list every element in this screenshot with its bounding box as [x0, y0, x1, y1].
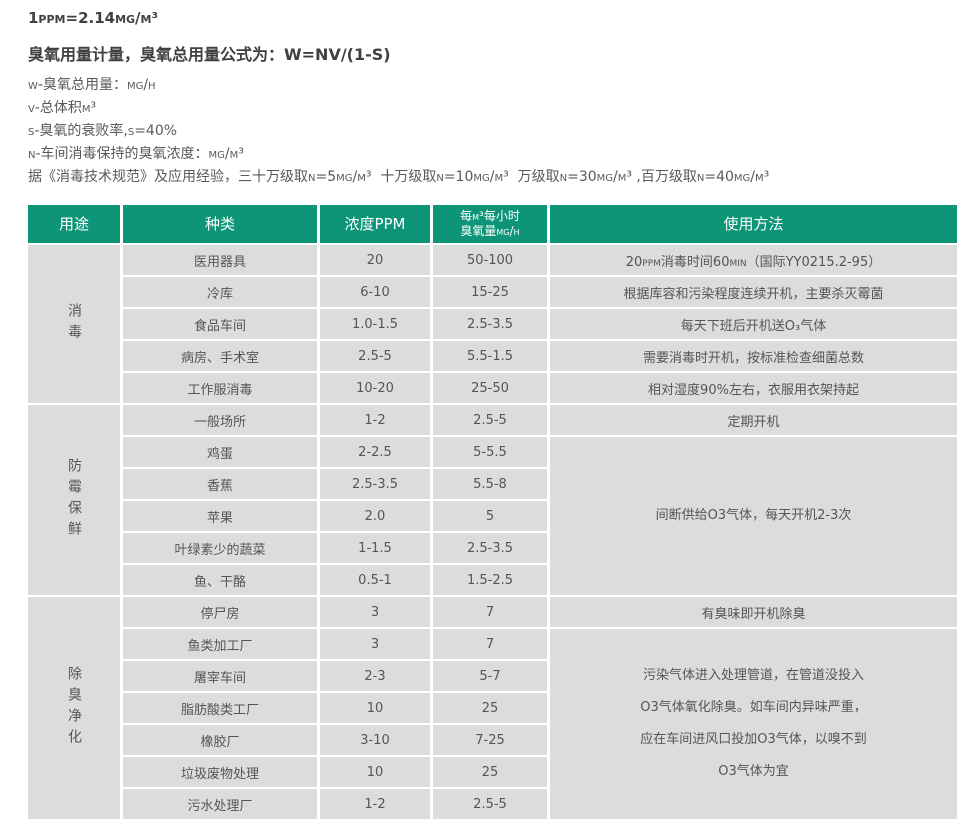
- kind-cell: 苹果: [123, 501, 317, 531]
- ppm-cell: 6-10: [320, 277, 430, 307]
- definition-standards: 据《消毒技术规范》及应用经验，三十万级取n=5mg/m³ 十万级取n=10mg/…: [28, 169, 770, 185]
- ppm-cell: 1-2: [320, 789, 430, 819]
- kind-cell: 屠宰车间: [123, 661, 317, 691]
- category-cell: 除臭净化: [28, 597, 120, 819]
- ozone-cell: 5-5.5: [433, 437, 547, 467]
- definition-s: s-臭氧的衰败率,s=40%: [28, 123, 178, 139]
- kind-cell: 停尸房: [123, 597, 317, 627]
- usage-line: 污染气体进入处理管道，在管道没投入: [642, 668, 864, 683]
- ppm-cell: 10: [320, 757, 430, 787]
- kind-cell: 医用器具: [123, 245, 317, 275]
- ppm-cell: 1-2: [320, 405, 430, 435]
- definition-n: n-车间消毒保持的臭氧浓度：mg/m³: [28, 146, 244, 162]
- usage-cell-merged: 间断供给O3气体，每天开机2-3次: [550, 437, 957, 595]
- ozone-cell: 7: [433, 597, 547, 627]
- ozone-cell: 2.5-5: [433, 405, 547, 435]
- ppm-cell: 2.5-3.5: [320, 469, 430, 499]
- ozone-cell: 15-25: [433, 277, 547, 307]
- definition-v: v-总体积m³: [28, 100, 97, 116]
- ppm-cell: 2-3: [320, 661, 430, 691]
- kind-cell: 鱼、干酪: [123, 565, 317, 595]
- ozone-cell: 25: [433, 757, 547, 787]
- ppm-cell: 3: [320, 597, 430, 627]
- ozone-cell: 5: [433, 501, 547, 531]
- kind-cell: 工作服消毒: [123, 373, 317, 403]
- ozone-cell: 50-100: [433, 245, 547, 275]
- kind-cell: 病房、手术室: [123, 341, 317, 371]
- usage-line: 间断供给O3气体，每天开机2-3次: [655, 508, 852, 523]
- formula-definitions: w-臭氧总用量：mg/h v-总体积m³ s-臭氧的衰败率,s=40% n-车间…: [28, 74, 958, 189]
- kind-cell: 橡胶厂: [123, 725, 317, 755]
- usage-cell: 每天下班后开机送O₃气体: [550, 309, 957, 339]
- ozone-cell: 5.5-8: [433, 469, 547, 499]
- usage-merged-text: 污染气体进入处理管道，在管道没投入 O3气体氧化除臭。如车间内异味严重， 应在车间进…: [640, 660, 867, 788]
- usage-cell-merged: 污染气体进入处理管道，在管道没投入 O3气体氧化除臭。如车间内异味严重， 应在车间进…: [550, 629, 957, 819]
- ppm-cell: 0.5-1: [320, 565, 430, 595]
- kind-cell: 脂肪酸类工厂: [123, 693, 317, 723]
- header-concentration-ppm: 浓度PPM: [320, 205, 430, 243]
- kind-cell: 冷库: [123, 277, 317, 307]
- ppm-cell: 2.0: [320, 501, 430, 531]
- ppm-cell: 1.0-1.5: [320, 309, 430, 339]
- usage-cell: 相对湿度90%左右，衣服用衣架持起: [550, 373, 957, 403]
- usage-cell: 20ppm消毒时间60min（国际YY0215.2-95）: [550, 245, 957, 275]
- ozone-cell: 2.5-3.5: [433, 309, 547, 339]
- ppm-cell: 3: [320, 629, 430, 659]
- ozone-cell: 5-7: [433, 661, 547, 691]
- ppm-cell: 3-10: [320, 725, 430, 755]
- usage-merged-text: 间断供给O3气体，每天开机2-3次: [656, 500, 852, 532]
- kind-cell: 一般场所: [123, 405, 317, 435]
- ozone-cell: 7-25: [433, 725, 547, 755]
- ozone-cell: 1.5-2.5: [433, 565, 547, 595]
- usage-cell: 有臭味即开机除臭: [550, 597, 957, 627]
- usage-line: 应在车间进风口投加O3气体，以嗅不到: [640, 732, 867, 747]
- ozone-cell: 25: [433, 693, 547, 723]
- ppm-cell: 1-1.5: [320, 533, 430, 563]
- kind-cell: 垃圾废物处理: [123, 757, 317, 787]
- ozone-cell: 2.5-3.5: [433, 533, 547, 563]
- kind-cell: 鸡蛋: [123, 437, 317, 467]
- ozone-usage-table: 用途 种类 浓度PPM 每m³每小时 臭氧量mg/h 使用方法消毒 医用器具 20 50-10…: [28, 205, 957, 819]
- ppm-cell: 10-20: [320, 373, 430, 403]
- ppm-cell: 20: [320, 245, 430, 275]
- ozone-cell: 2.5-5: [433, 789, 547, 819]
- usage-line: O3气体为宜: [718, 764, 789, 779]
- header-type: 种类: [123, 205, 317, 243]
- category-cell: 消毒: [28, 245, 120, 403]
- ppm-cell: 10: [320, 693, 430, 723]
- ppm-cell: 2-2.5: [320, 437, 430, 467]
- ozone-cell: 25-50: [433, 373, 547, 403]
- ozone-cell: 5.5-1.5: [433, 341, 547, 371]
- ppm-cell: 2.5-5: [320, 341, 430, 371]
- usage-cell: 根据库容和污染程度连续开机，主要杀灭霉菌: [550, 277, 957, 307]
- ozone-cell: 7: [433, 629, 547, 659]
- usage-line: O3气体氧化除臭。如车间内异味严重，: [640, 700, 867, 715]
- ppm-conversion-line: 1ppm=2.14mg/m³: [28, 9, 159, 27]
- kind-cell: 香蕉: [123, 469, 317, 499]
- header-usage-method: 使用方法: [550, 205, 957, 243]
- kind-cell: 叶绿素少的蔬菜: [123, 533, 317, 563]
- kind-cell: 污水处理厂: [123, 789, 317, 819]
- usage-cell: 定期开机: [550, 405, 957, 435]
- usage-cell: 需要消毒时开机，按标准检查细菌总数: [550, 341, 957, 371]
- category-cell: 防霉保鲜: [28, 405, 120, 595]
- header-ozone-per-hour: 每m³每小时 臭氧量mg/h: [433, 205, 547, 243]
- definition-w: w-臭氧总用量：mg/h: [28, 77, 156, 93]
- ozone-formula-line: 臭氧用量计量，臭氧总用量公式为：W=NV/(1-S): [28, 45, 391, 64]
- kind-cell: 鱼类加工厂: [123, 629, 317, 659]
- header-usage-category: 用途: [28, 205, 120, 243]
- kind-cell: 食品车间: [123, 309, 317, 339]
